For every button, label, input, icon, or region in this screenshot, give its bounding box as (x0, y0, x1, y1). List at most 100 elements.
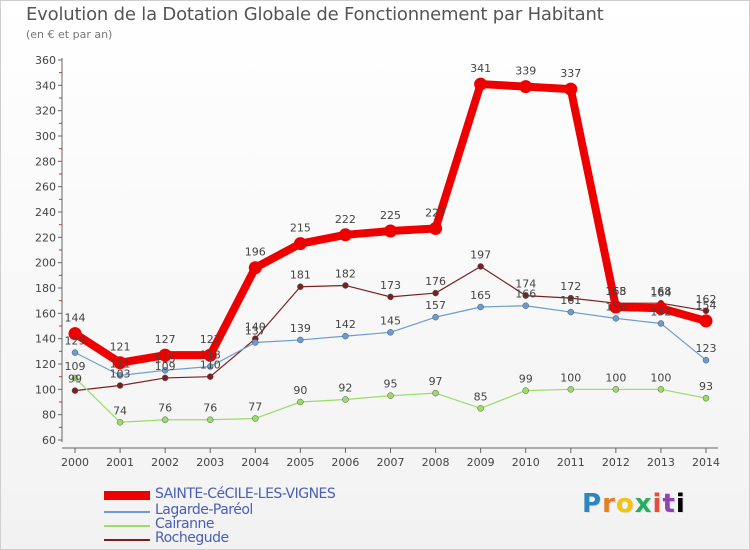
data-point-sainte-c-cile-les-vignes (384, 224, 397, 238)
data-label-lagarde-par-ol: 157 (425, 299, 446, 312)
data-point-sainte-c-cile-les-vignes (338, 228, 352, 242)
data-label-lagarde-par-ol: 152 (650, 305, 671, 318)
data-label-cairanne: 100 (650, 371, 671, 384)
x-tick-label: 2009 (467, 456, 495, 469)
legend-label-cairanne: Cairanne (155, 516, 214, 532)
chart-subtitle: (en € et par an) (26, 28, 113, 41)
data-point-rochegude (522, 292, 529, 299)
data-label-rochegude: 140 (245, 321, 266, 334)
data-label-sainte-c-cile-les-vignes: 225 (380, 209, 401, 222)
data-point-rochegude (206, 373, 214, 380)
data-point-lagarde-par-ol (161, 367, 169, 374)
data-label-lagarde-par-ol: 161 (560, 294, 581, 307)
data-label-rochegude: 99 (68, 373, 82, 386)
data-point-lagarde-par-ol (206, 363, 214, 370)
y-tick-label: 240 (35, 206, 56, 219)
data-point-rochegude (116, 382, 124, 389)
y-tick-label: 80 (42, 409, 56, 422)
y-tick-label: 120 (35, 358, 56, 371)
data-point-cairanne (161, 416, 169, 423)
data-point-sainte-c-cile-les-vignes (429, 221, 443, 235)
data-label-cairanne: 76 (158, 402, 172, 415)
data-label-rochegude: 176 (425, 275, 446, 288)
data-label-rochegude: 103 (110, 368, 131, 381)
data-label-sainte-c-cile-les-vignes: 341 (470, 62, 491, 75)
data-label-sainte-c-cile-les-vignes: 127 (200, 333, 221, 346)
data-label-sainte-c-cile-les-vignes: 144 (65, 312, 86, 325)
data-point-sainte-c-cile-les-vignes (564, 82, 578, 96)
data-point-lagarde-par-ol (657, 320, 665, 327)
data-point-lagarde-par-ol (71, 349, 79, 356)
data-label-lagarde-par-ol: 118 (200, 349, 221, 362)
data-point-cairanne (477, 405, 484, 412)
data-label-cairanne: 77 (248, 400, 262, 413)
data-point-sainte-c-cile-les-vignes (474, 77, 488, 91)
data-point-cairanne (567, 386, 575, 393)
data-point-lagarde-par-ol (342, 332, 349, 340)
data-label-cairanne: 97 (429, 375, 443, 388)
data-point-lagarde-par-ol (612, 315, 620, 322)
data-point-sainte-c-cile-les-vignes (519, 80, 533, 94)
data-label-sainte-c-cile-les-vignes: 337 (560, 67, 581, 80)
legend-swatch-rochegude (104, 539, 150, 541)
y-tick-label: 300 (35, 130, 56, 143)
data-label-sainte-c-cile-les-vignes: 222 (335, 213, 356, 226)
data-point-cairanne (387, 392, 394, 399)
x-tick-label: 2014 (692, 456, 720, 469)
legend-label-sainte-cecile: SAINTE-CéCILE-LES-VIGNES (155, 486, 336, 502)
y-tick-label: 140 (35, 333, 56, 346)
y-tick-label: 100 (35, 383, 56, 396)
data-point-sainte-c-cile-les-vignes (113, 356, 127, 370)
data-label-rochegude: 168 (605, 285, 626, 298)
x-tick-label: 2007 (377, 456, 405, 469)
data-label-sainte-c-cile-les-vignes: 196 (245, 246, 266, 259)
data-point-rochegude (702, 307, 710, 315)
data-point-cairanne (71, 374, 79, 382)
x-tick-label: 2005 (286, 456, 314, 469)
y-tick-label: 220 (35, 231, 56, 244)
data-point-cairanne (252, 415, 259, 422)
data-label-rochegude: 182 (335, 267, 356, 280)
data-point-lagarde-par-ol (252, 339, 259, 346)
data-label-lagarde-par-ol: 137 (245, 324, 266, 337)
data-label-rochegude: 109 (155, 360, 176, 373)
data-point-sainte-c-cile-les-vignes (68, 327, 82, 341)
y-tick-label: 360 (35, 54, 56, 67)
data-point-cairanne (297, 398, 304, 406)
x-tick-label: 2010 (512, 456, 540, 469)
data-label-sainte-c-cile-les-vignes: 154 (696, 299, 717, 312)
data-label-lagarde-par-ol: 115 (155, 352, 176, 365)
data-label-sainte-c-cile-les-vignes: 127 (155, 333, 176, 346)
data-point-lagarde-par-ol (567, 308, 575, 316)
data-label-cairanne: 109 (65, 360, 86, 373)
data-label-cairanne: 100 (560, 371, 581, 384)
data-point-sainte-c-cile-les-vignes (203, 348, 217, 362)
data-label-lagarde-par-ol: 111 (110, 357, 131, 370)
data-point-cairanne (342, 396, 349, 403)
data-label-rochegude: 174 (515, 278, 536, 291)
data-point-lagarde-par-ol (477, 303, 484, 311)
data-point-rochegude (432, 289, 439, 297)
chart-title: Evolution de la Dotation Globale de Fonc… (26, 4, 604, 25)
data-label-sainte-c-cile-les-vignes: 215 (290, 222, 311, 235)
data-label-sainte-c-cile-les-vignes: 121 (110, 341, 131, 354)
y-tick-label: 160 (35, 307, 56, 320)
data-label-sainte-c-cile-les-vignes: 164 (650, 286, 671, 299)
data-label-lagarde-par-ol: 142 (335, 318, 356, 331)
y-tick-label: 180 (35, 282, 56, 295)
data-label-lagarde-par-ol: 129 (65, 335, 86, 348)
data-point-rochegude (567, 294, 575, 302)
data-label-lagarde-par-ol: 139 (290, 322, 311, 335)
data-label-lagarde-par-ol: 165 (470, 289, 491, 302)
data-point-sainte-c-cile-les-vignes (654, 301, 668, 315)
x-tick-label: 2003 (196, 456, 224, 469)
data-point-cairanne (206, 416, 214, 423)
data-label-rochegude: 197 (470, 248, 491, 261)
y-tick-label: 280 (35, 155, 56, 168)
data-point-cairanne (522, 387, 529, 394)
data-point-rochegude (297, 283, 304, 290)
data-point-rochegude (161, 374, 169, 382)
x-tick-label: 2008 (422, 456, 450, 469)
